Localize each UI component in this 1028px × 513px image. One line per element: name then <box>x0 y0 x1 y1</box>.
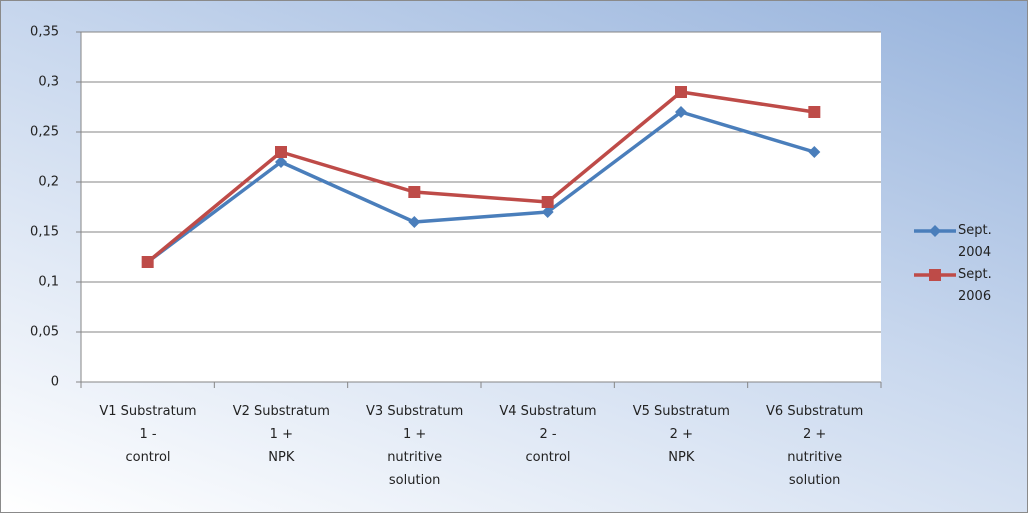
marker <box>408 186 421 198</box>
x-tick-label: V1 Substratum 1 - control <box>99 404 197 465</box>
legend-label: Sept. 2006 <box>958 267 992 304</box>
y-tick-label: 0,05 <box>30 325 59 340</box>
marker <box>141 256 154 268</box>
marker <box>808 146 821 158</box>
x-tick-label: V2 Substratum 1 + NPK <box>232 404 330 465</box>
marker <box>675 106 687 118</box>
y-tick-label: 0 <box>51 375 59 390</box>
marker <box>541 196 554 208</box>
y-tick-label: 0,3 <box>38 75 59 90</box>
plot-area <box>81 32 881 382</box>
legend-marker <box>929 269 941 281</box>
series-line <box>146 90 815 264</box>
marker <box>808 106 821 118</box>
legend-label: Sept. 2004 <box>958 223 992 260</box>
y-tick-label: 0,1 <box>38 275 59 290</box>
marker <box>408 216 421 228</box>
x-tick-label: V5 Substratum 2 + NPK <box>632 404 730 465</box>
x-tick-label: V4 Substratum 2 - control <box>499 404 597 465</box>
marker <box>541 206 554 218</box>
y-tick-label: 0,25 <box>30 125 59 140</box>
y-tick-label: 0,2 <box>38 175 59 190</box>
legend-marker <box>929 225 941 237</box>
y-tick-label: 0,15 <box>30 225 59 240</box>
x-tick-label: V3 Substratum 1 + nutritive solution <box>366 404 464 488</box>
x-tick-label: V6 Substratum 2 + nutritive solution <box>766 404 864 488</box>
marker <box>275 156 287 168</box>
series-line <box>146 110 815 264</box>
marker <box>675 86 687 98</box>
marker <box>275 146 287 158</box>
y-tick-label: 0,35 <box>30 25 59 40</box>
